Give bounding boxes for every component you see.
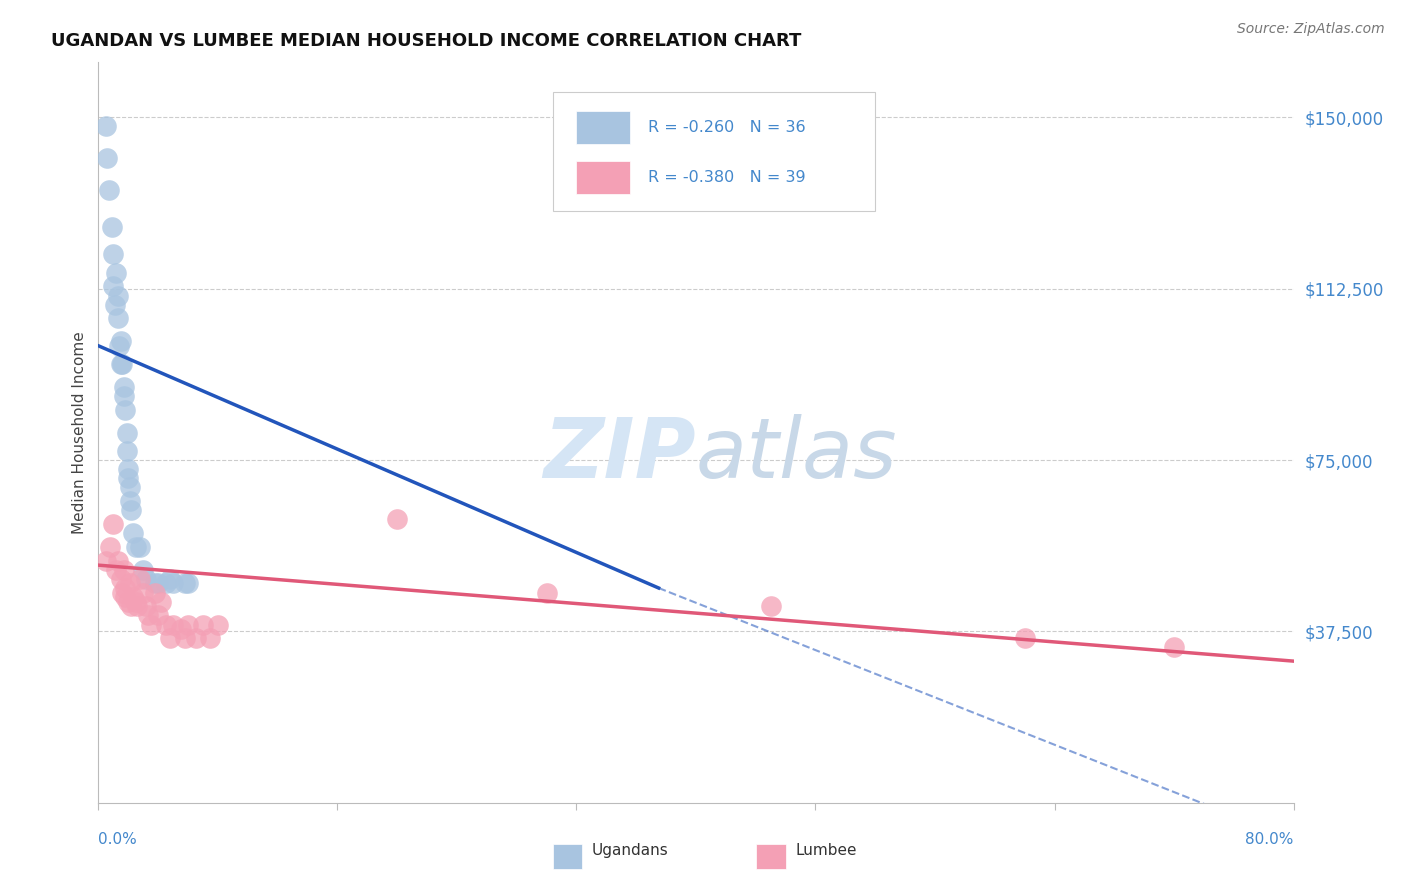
Point	[97, 183, 120, 197]
FancyBboxPatch shape	[576, 111, 630, 145]
Point	[135, 599, 157, 614]
Point	[118, 494, 141, 508]
Point	[150, 595, 173, 609]
Point	[143, 585, 166, 599]
Point	[107, 311, 129, 326]
Text: 0.0%: 0.0%	[98, 832, 138, 847]
Point	[103, 516, 125, 531]
FancyBboxPatch shape	[576, 161, 630, 194]
Point	[536, 585, 558, 599]
Point	[112, 380, 135, 394]
Point	[120, 599, 142, 614]
FancyBboxPatch shape	[553, 92, 876, 211]
Point	[169, 622, 191, 636]
Point	[177, 617, 200, 632]
Point	[114, 581, 136, 595]
Point	[107, 553, 129, 567]
Point	[191, 617, 214, 632]
Point	[1014, 632, 1036, 646]
Point	[117, 462, 139, 476]
Point	[101, 219, 124, 234]
Point	[125, 540, 148, 554]
FancyBboxPatch shape	[553, 844, 582, 870]
Point	[111, 357, 134, 371]
Point	[184, 632, 207, 646]
Point	[139, 617, 162, 632]
Point	[148, 608, 170, 623]
Point	[103, 247, 125, 261]
Point	[207, 617, 229, 632]
Point	[111, 585, 134, 599]
Text: Lumbee: Lumbee	[796, 844, 856, 858]
Point	[108, 339, 131, 353]
Point	[129, 540, 152, 554]
Point	[385, 512, 409, 526]
Point	[135, 572, 157, 586]
Point	[118, 480, 141, 494]
Text: ZIP: ZIP	[543, 414, 696, 495]
Point	[96, 152, 118, 166]
Point	[162, 617, 184, 632]
Point	[94, 553, 117, 567]
Point	[174, 632, 197, 646]
Y-axis label: Median Household Income: Median Household Income	[72, 331, 87, 534]
Point	[121, 526, 143, 541]
Point	[155, 576, 177, 591]
Point	[118, 576, 141, 591]
Point	[159, 572, 181, 586]
Point	[104, 298, 127, 312]
FancyBboxPatch shape	[756, 844, 786, 870]
Point	[115, 425, 138, 440]
Point	[115, 443, 138, 458]
Point	[98, 540, 122, 554]
Point	[129, 572, 152, 586]
Point	[114, 590, 136, 604]
Point	[132, 563, 155, 577]
Point	[112, 563, 135, 577]
Point	[136, 608, 159, 623]
Point	[117, 471, 139, 485]
Point	[132, 585, 155, 599]
Point	[103, 279, 125, 293]
Text: 80.0%: 80.0%	[1246, 832, 1294, 847]
Point	[94, 120, 117, 134]
Text: Ugandans: Ugandans	[592, 844, 669, 858]
Point	[1163, 640, 1185, 655]
Point	[174, 576, 197, 591]
Point	[114, 402, 136, 417]
Point	[148, 576, 170, 591]
Point	[107, 288, 129, 302]
Point	[159, 632, 181, 646]
Point	[143, 576, 166, 591]
Point	[110, 357, 132, 371]
Point	[117, 595, 139, 609]
Point	[177, 576, 200, 591]
Point	[110, 572, 132, 586]
Text: R = -0.260   N = 36: R = -0.260 N = 36	[648, 120, 806, 135]
Point	[162, 576, 184, 591]
Text: UGANDAN VS LUMBEE MEDIAN HOUSEHOLD INCOME CORRELATION CHART: UGANDAN VS LUMBEE MEDIAN HOUSEHOLD INCOM…	[51, 32, 801, 50]
Point	[120, 503, 142, 517]
Point	[200, 632, 222, 646]
Point	[110, 334, 132, 349]
Point	[121, 590, 143, 604]
Point	[105, 563, 128, 577]
Point	[155, 617, 177, 632]
Text: R = -0.380   N = 39: R = -0.380 N = 39	[648, 169, 806, 185]
Text: Source: ZipAtlas.com: Source: ZipAtlas.com	[1237, 22, 1385, 37]
Text: atlas: atlas	[696, 414, 897, 495]
Point	[127, 599, 149, 614]
Point	[125, 595, 148, 609]
Point	[759, 599, 782, 614]
Point	[112, 389, 135, 403]
Point	[105, 266, 128, 280]
